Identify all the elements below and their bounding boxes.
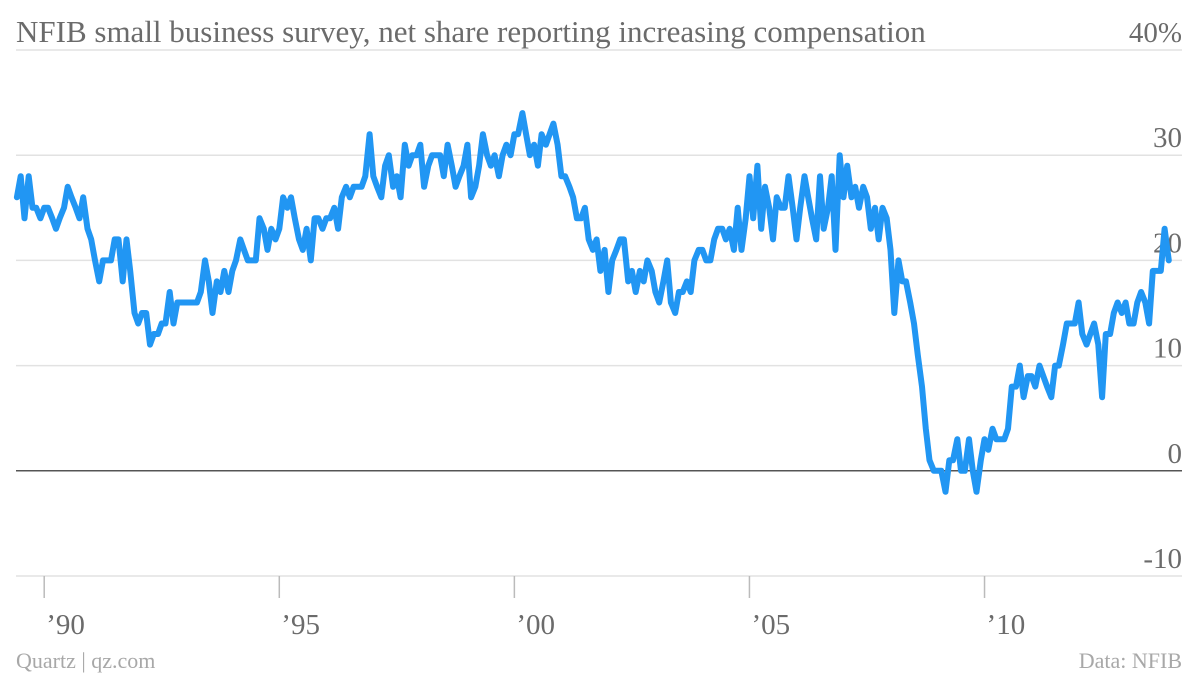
footer-source-left: Quartz | qz.com (16, 648, 155, 673)
y-tick-label: 40% (1129, 17, 1182, 49)
series-group (13, 110, 1172, 495)
footer-source-right: Data: NFIB (1079, 648, 1182, 673)
x-axis-ticks: ’90 ’95 ’00 ’05 ’10 (43, 576, 1026, 641)
y-tick-label: 0 (1168, 438, 1183, 470)
series-line (13, 110, 1172, 495)
y-tick-label: -10 (1143, 543, 1182, 575)
x-tick-label: ’10 (987, 609, 1026, 641)
y-tick-label: 30 (1153, 122, 1182, 154)
x-tick-label: ’95 (281, 609, 320, 641)
chart-title: NFIB small business survey, net share re… (16, 14, 926, 49)
x-tick-label: ’90 (46, 609, 85, 641)
x-tick-label: ’00 (516, 609, 555, 641)
gridlines (16, 49, 1182, 577)
x-tick-label: ’05 (751, 609, 790, 641)
y-tick-label: 10 (1153, 333, 1182, 365)
